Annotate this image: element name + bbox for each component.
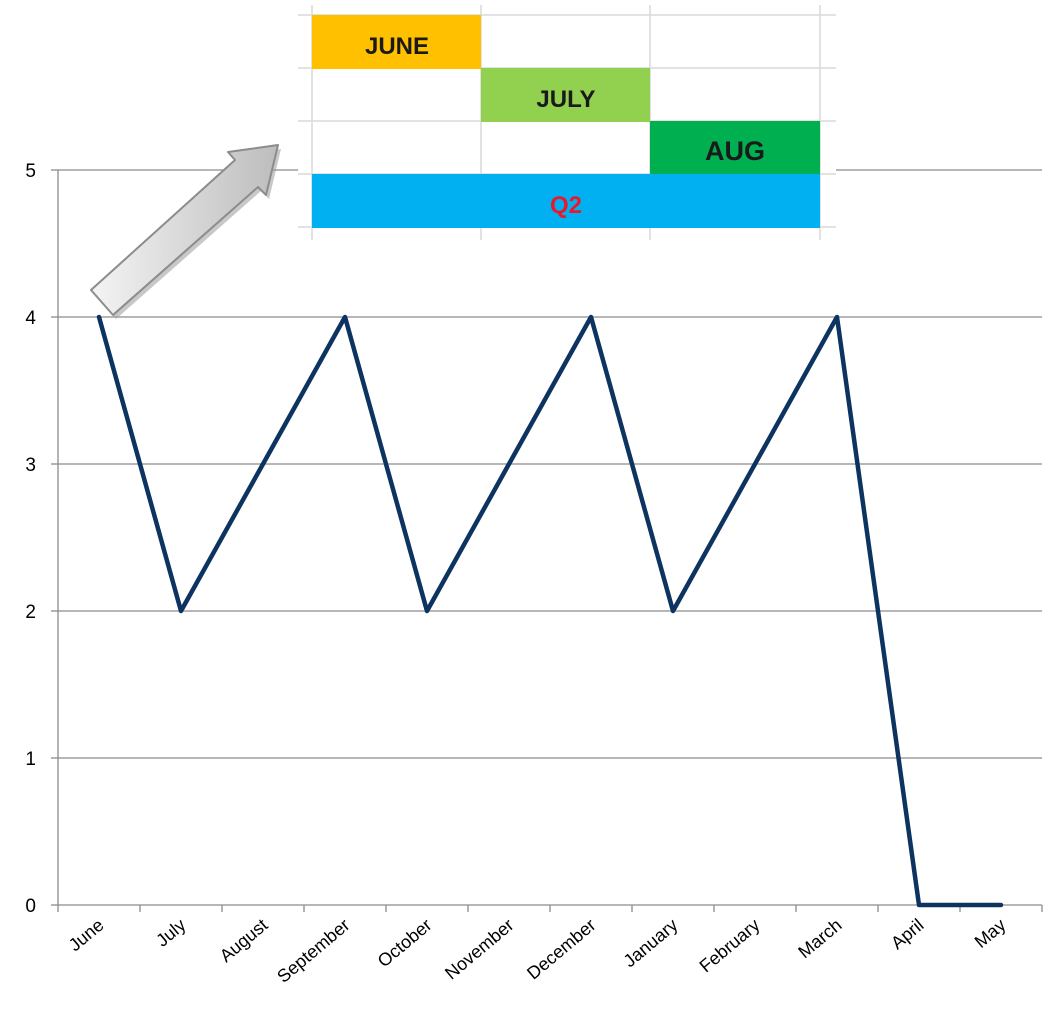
inset-cell-june xyxy=(312,15,481,69)
inset-table: JUNE JULY AUG Q2 xyxy=(298,0,836,240)
x-tick-label: September xyxy=(273,915,353,987)
series-line xyxy=(96,314,1004,908)
inset-label-aug: AUG xyxy=(705,136,765,166)
y-tick-label: 0 xyxy=(25,896,36,917)
y-tick-label: 4 xyxy=(25,308,36,329)
arrow-annotation xyxy=(90,144,281,319)
x-tick-label: May xyxy=(971,915,1010,952)
x-tick-label: February xyxy=(696,915,764,977)
y-axis-ticks: 0 1 2 3 4 5 xyxy=(25,161,58,917)
inset-label-june: JUNE xyxy=(365,33,429,60)
x-tick-label: January xyxy=(620,915,682,971)
x-tick-label: December xyxy=(523,915,599,984)
gridlines xyxy=(58,169,1042,759)
y-tick-label: 5 xyxy=(25,161,36,182)
x-tick-label: April xyxy=(887,915,927,953)
x-tick-label: July xyxy=(152,915,189,951)
x-tick-label: October xyxy=(374,915,436,971)
series-line-0 xyxy=(96,314,1004,908)
inset-cell-aug xyxy=(650,121,820,175)
inset-cell-q2 xyxy=(312,174,820,228)
x-tick-label: June xyxy=(65,915,108,955)
axes xyxy=(57,170,1042,906)
arrow-shape xyxy=(90,144,279,316)
y-tick-label: 1 xyxy=(25,749,36,770)
y-tick-label: 3 xyxy=(25,455,36,476)
x-tick-label: March xyxy=(794,915,845,962)
x-tick-label: August xyxy=(216,915,272,966)
x-axis-ticks: June July August September October November De… xyxy=(57,905,1043,987)
y-tick-label: 2 xyxy=(25,602,36,623)
inset-label-q2: Q2 xyxy=(550,192,582,219)
inset-label-july: JULY xyxy=(536,86,595,113)
x-tick-label: November xyxy=(441,915,517,984)
inset-cell-july xyxy=(481,68,650,122)
